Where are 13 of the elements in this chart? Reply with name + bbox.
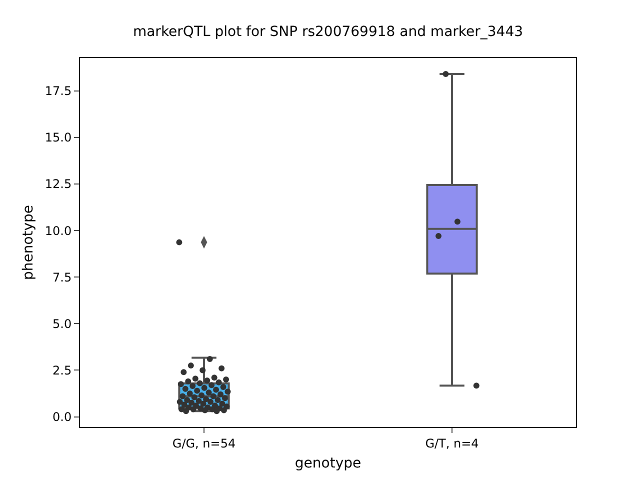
y-tick-label: 7.5 — [52, 270, 72, 284]
y-axis-title: phenotype — [20, 204, 36, 280]
x-axis-title: genotype — [294, 456, 362, 472]
y-tick-label: 17.5 — [44, 84, 72, 98]
y-tick-label: 15.0 — [44, 130, 72, 145]
y-tick-label: 0.0 — [52, 410, 72, 424]
x-tick-label: G/G, n=54 — [172, 436, 236, 450]
y-tick-label: 5.0 — [52, 316, 72, 331]
y-tick-label: 12.5 — [44, 177, 72, 192]
x-tick-label: G/T, n=4 — [425, 436, 479, 450]
y-tick-label: 2.5 — [52, 363, 72, 378]
chart-title: markerQTL plot for SNP rs200769918 and marker_3443 — [132, 24, 524, 40]
y-tick-label: 10.0 — [44, 224, 72, 238]
